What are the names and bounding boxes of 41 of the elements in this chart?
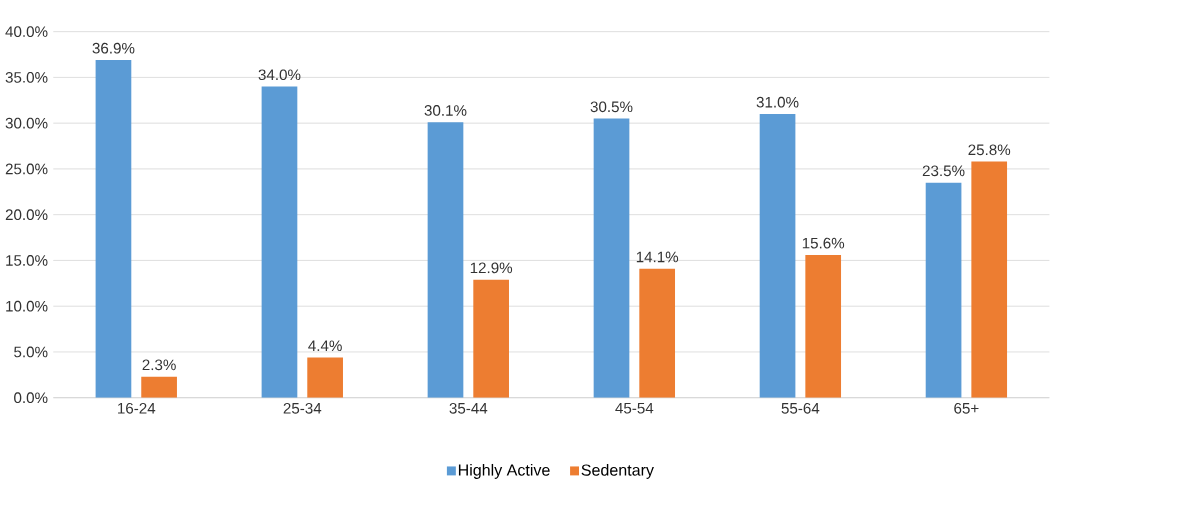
data-label: 34.0% bbox=[258, 69, 301, 81]
bar bbox=[141, 376, 177, 398]
y-tick-label: 15.0% bbox=[6, 255, 48, 266]
bar bbox=[473, 279, 509, 398]
data-label: 2.3% bbox=[142, 359, 176, 371]
bar bbox=[593, 118, 630, 398]
y-tick-label: 30.0% bbox=[5, 117, 48, 129]
data-label: 31.0% bbox=[756, 96, 799, 108]
y-tick-label: 5.0% bbox=[14, 346, 48, 358]
bar bbox=[95, 60, 132, 398]
x-tick-label: 35-44 bbox=[449, 403, 488, 414]
legend-label: Sedentary bbox=[581, 464, 654, 480]
y-tick-label: 10.0% bbox=[6, 300, 48, 312]
data-label: 30.5% bbox=[590, 101, 633, 113]
x-tick-label: 55-64 bbox=[781, 403, 820, 414]
data-label: 30.1% bbox=[424, 105, 467, 116]
legend-label: Highly Active bbox=[458, 464, 550, 480]
x-tick-label: 45-54 bbox=[615, 403, 654, 414]
data-label: 23.5% bbox=[922, 165, 965, 177]
y-tick-label: 20.0% bbox=[5, 209, 48, 221]
x-tick-label: 65+ bbox=[954, 403, 979, 414]
bar bbox=[307, 357, 343, 398]
bar bbox=[639, 268, 676, 398]
data-label: 15.6% bbox=[802, 237, 845, 249]
x-tick-label: 16-24 bbox=[118, 403, 156, 414]
bar bbox=[925, 182, 962, 398]
data-label: 4.4% bbox=[308, 340, 342, 352]
bar bbox=[759, 114, 796, 398]
data-label: 25.8% bbox=[968, 144, 1011, 156]
data-label: 36.9% bbox=[92, 42, 135, 54]
y-tick-label: 40.0% bbox=[5, 26, 48, 38]
x-tick-label: 25-34 bbox=[283, 403, 322, 414]
data-label: 12.9% bbox=[470, 262, 513, 274]
bar bbox=[805, 255, 842, 398]
bar bbox=[971, 161, 1008, 398]
y-tick-label: 0.0% bbox=[14, 392, 48, 404]
data-label: 14.1% bbox=[636, 251, 679, 263]
y-tick-label: 35.0% bbox=[5, 72, 48, 83]
y-tick-label: 25.0% bbox=[5, 163, 48, 175]
bar bbox=[427, 122, 464, 398]
bar bbox=[261, 86, 298, 398]
